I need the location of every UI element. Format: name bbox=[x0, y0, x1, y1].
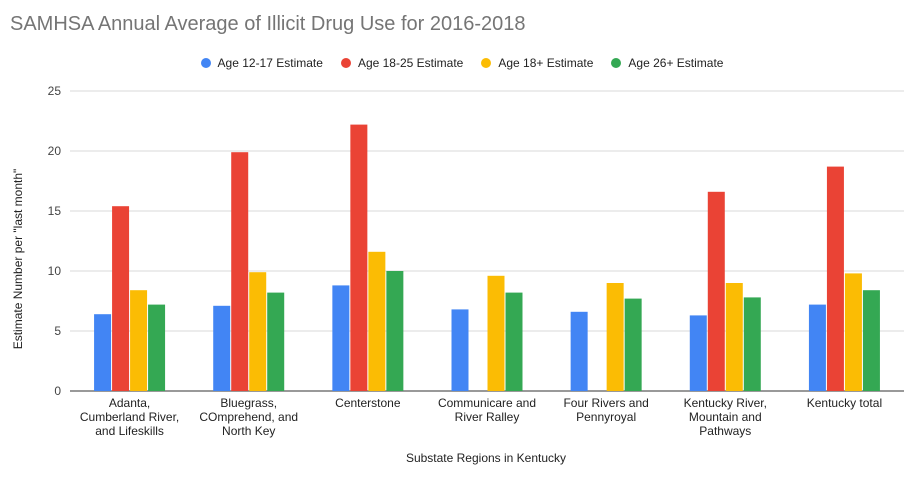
x-category-label-line: Four Rivers and bbox=[563, 396, 648, 410]
bar bbox=[487, 275, 505, 391]
bar bbox=[213, 305, 231, 391]
y-tick-label: 15 bbox=[48, 204, 62, 218]
legend-label-age-18-25: Age 18-25 Estimate bbox=[357, 56, 464, 70]
x-category-label: Kentucky River, Mountain and Pathways bbox=[684, 396, 767, 438]
x-category-label: Centerstone bbox=[335, 396, 401, 410]
y-axis-title: Estimate Number per "last month" bbox=[11, 169, 25, 350]
bar bbox=[606, 283, 624, 391]
x-category-label-line: Mountain and bbox=[689, 410, 762, 424]
legend-swatch-age-12-17 bbox=[200, 58, 211, 68]
x-category-label-line: North Key bbox=[222, 424, 275, 438]
bar bbox=[505, 292, 523, 391]
bar bbox=[844, 273, 862, 391]
x-category-label-line: Communicare and bbox=[438, 396, 536, 410]
legend-label-age-12-17: Age 12-17 Estimate bbox=[217, 56, 323, 70]
legend-label-age-26-plus: Age 26+ Estimate bbox=[628, 56, 724, 70]
legend-swatch-age-18-25 bbox=[340, 58, 351, 68]
x-category-label-line: Centerstone bbox=[335, 396, 401, 410]
bar bbox=[112, 206, 130, 391]
x-category-label-line: Kentucky total bbox=[807, 396, 882, 410]
bar bbox=[368, 251, 386, 391]
bar bbox=[808, 304, 826, 391]
y-tick-label: 25 bbox=[48, 84, 62, 98]
bar bbox=[624, 298, 642, 391]
chart-title: SAMHSA Annual Average of Illicit Drug Us… bbox=[10, 13, 526, 35]
bar bbox=[707, 191, 725, 391]
x-category-label: Four Rivers and Pennyroyal bbox=[563, 396, 648, 424]
bar bbox=[451, 309, 469, 391]
legend-item-age-12-17: Age 12-17 Estimate bbox=[200, 55, 323, 71]
x-category-label-line: Bluegrass, bbox=[220, 396, 277, 410]
bar bbox=[350, 124, 368, 391]
bar bbox=[94, 314, 112, 391]
y-tick-labels: 0 5 10 15 20 25 bbox=[48, 84, 62, 398]
x-category-label-line: COmprehend, and bbox=[199, 410, 298, 424]
gridlines bbox=[70, 90, 904, 392]
y-tick-label: 0 bbox=[54, 384, 61, 398]
x-category-label-line: Pennyroyal bbox=[576, 410, 636, 424]
chart-legend: Age 12-17 Estimate Age 18-25 Estimate Ag… bbox=[0, 55, 924, 71]
legend-item-age-26-plus: Age 26+ Estimate bbox=[611, 55, 723, 71]
y-tick-label: 5 bbox=[54, 324, 61, 338]
bar bbox=[148, 304, 166, 391]
bar bbox=[862, 290, 880, 391]
x-axis-title: Substate Regions in Kentucky bbox=[406, 451, 566, 465]
bar bbox=[231, 152, 249, 391]
x-category-label-line: Pathways bbox=[699, 424, 751, 438]
legend-label-age-18-plus: Age 18+ Estimate bbox=[498, 56, 594, 70]
bar bbox=[267, 292, 285, 391]
x-category-label: Kentucky total bbox=[807, 396, 882, 410]
bar bbox=[386, 271, 404, 391]
x-category-label: Bluegrass, COmprehend, and North Key bbox=[199, 396, 298, 438]
legend-item-age-18-plus: Age 18+ Estimate bbox=[481, 55, 593, 71]
y-tick-label: 10 bbox=[48, 264, 62, 278]
bar bbox=[332, 285, 350, 391]
legend-swatch-age-26-plus bbox=[611, 58, 622, 68]
legend-swatch-age-18-plus bbox=[481, 58, 492, 68]
x-category-label-line: and Lifeskills bbox=[95, 424, 164, 438]
x-category-label: Adanta, Cumberland River, and Lifeskills bbox=[80, 396, 179, 438]
bar bbox=[725, 283, 743, 391]
bar bbox=[570, 311, 588, 391]
y-tick-label: 20 bbox=[48, 144, 62, 158]
x-category-label-line: Adanta, bbox=[109, 396, 150, 410]
bar bbox=[743, 297, 761, 391]
bar bbox=[689, 315, 707, 391]
bars bbox=[94, 124, 880, 391]
x-category-label-line: Kentucky River, bbox=[684, 396, 767, 410]
bar bbox=[249, 272, 267, 391]
legend-item-age-18-25: Age 18-25 Estimate bbox=[340, 55, 464, 71]
x-category-label: Communicare and River Ralley bbox=[438, 396, 536, 424]
bar bbox=[130, 290, 148, 391]
x-category-label-line: River Ralley bbox=[455, 410, 520, 424]
bar bbox=[826, 166, 844, 391]
x-category-labels: Adanta, Cumberland River, and Lifeskills Bl… bbox=[80, 396, 882, 438]
x-category-label-line: Cumberland River, bbox=[80, 410, 179, 424]
